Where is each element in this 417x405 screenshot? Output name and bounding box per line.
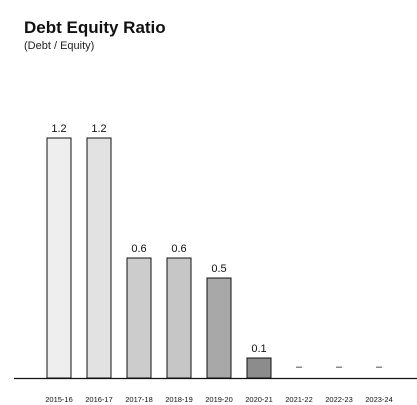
data-label-2015-16: 1.2 [51, 123, 66, 135]
bar-2016-17 [86, 137, 112, 379]
bar-2017-18 [126, 257, 152, 379]
x-tick-label-2023-24: 2023-24 [365, 395, 393, 404]
bar-2019-20 [206, 277, 232, 379]
data-label-2016-17: 1.2 [91, 123, 106, 135]
data-label-2019-20: 0.5 [211, 263, 226, 275]
x-tick-label-2016-17: 2016-17 [85, 395, 113, 404]
data-label-2021-22: – [296, 361, 303, 373]
chart-subtitle: (Debt / Equity) [24, 40, 95, 52]
data-label-2023-24: – [376, 361, 383, 373]
x-tick-label-2020-21: 2020-21 [245, 395, 273, 404]
data-label-2017-18: 0.6 [131, 243, 146, 255]
x-tick-label-2019-20: 2019-20 [205, 395, 233, 404]
x-tick-label-2021-22: 2021-22 [285, 395, 313, 404]
x-tick-label-2022-23: 2022-23 [325, 395, 353, 404]
x-tick-label-2015-16: 2015-16 [45, 395, 73, 404]
bar-2018-19 [166, 257, 192, 379]
chart-title: Debt Equity Ratio [24, 18, 166, 37]
x-tick-label-2018-19: 2018-19 [165, 395, 193, 404]
bar-2015-16 [46, 137, 72, 379]
data-label-2018-19: 0.6 [171, 243, 186, 255]
data-label-2020-21: 0.1 [251, 343, 266, 355]
x-tick-label-2017-18: 2017-18 [125, 395, 153, 404]
data-label-2022-23: – [336, 361, 343, 373]
bar-2020-21 [246, 357, 272, 379]
